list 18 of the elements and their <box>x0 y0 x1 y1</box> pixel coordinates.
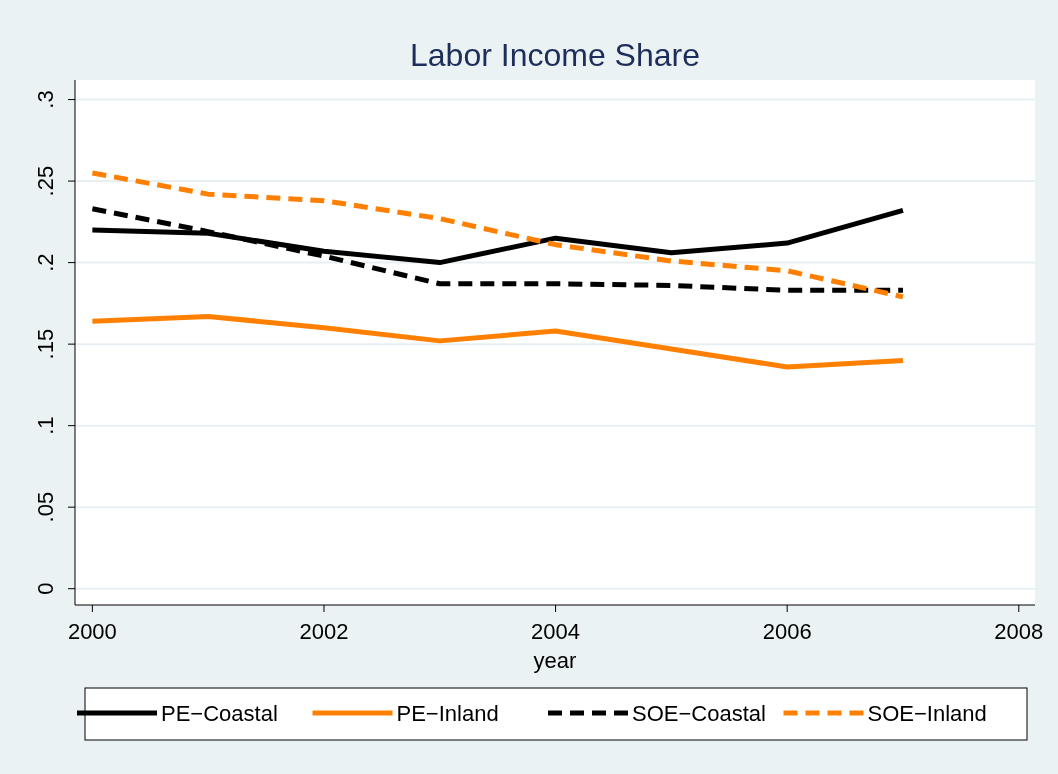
y-tick-label: .2 <box>32 253 58 272</box>
x-axis-title: year <box>533 648 577 673</box>
y-tick-label: .25 <box>32 165 58 197</box>
y-tick-label: 0 <box>32 582 58 595</box>
y-tick-label: .15 <box>32 328 58 360</box>
chart-title: Labor Income Share <box>410 37 700 73</box>
x-tick-label: 2004 <box>531 619 581 644</box>
legend-label: SOE−Inland <box>867 700 987 726</box>
legend-label: SOE−Coastal <box>632 700 766 726</box>
x-tick-label: 2008 <box>994 619 1044 644</box>
y-tick-label: .1 <box>32 416 58 435</box>
y-tick-label: .05 <box>32 491 58 523</box>
legend-label: PE−Inland <box>396 700 499 726</box>
x-tick-label: 2002 <box>299 619 349 644</box>
legend-label: PE−Coastal <box>161 700 278 726</box>
y-tick-label: .3 <box>32 90 58 109</box>
x-tick-label: 2000 <box>67 619 117 644</box>
x-tick-label: 2006 <box>762 619 812 644</box>
